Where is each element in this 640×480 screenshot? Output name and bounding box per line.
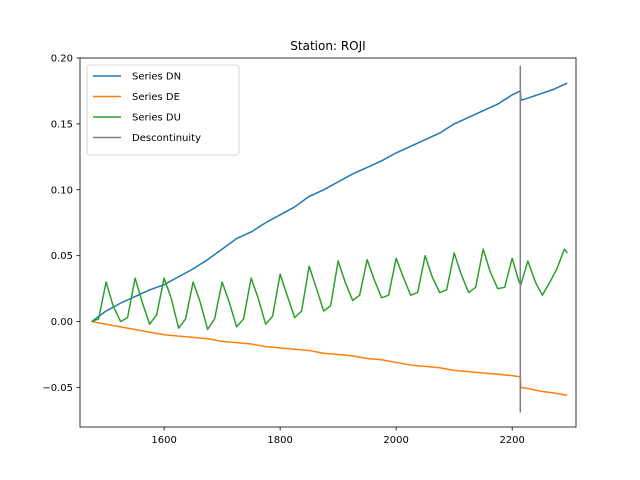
y-tick-label: 0.00	[51, 317, 73, 328]
y-tick-label: 0.15	[51, 119, 73, 130]
x-tick-label: 2000	[383, 435, 408, 446]
x-tick-label: 2200	[499, 435, 524, 446]
legend-label-series-de: Series DE	[132, 92, 180, 103]
series-line-series-dn	[91, 82, 568, 323]
legend-label-series-dn: Series DN	[132, 72, 181, 83]
axes: 1600 1800 2000 2200 −0.05 0.00 0.05 0.10 0.15 0.2…	[42, 54, 577, 446]
chart-title: Station: ROJI	[290, 39, 365, 53]
legend: Series DN Series DE Series DU Descontinuity	[86, 64, 240, 156]
y-tick-label: −0.05	[42, 383, 73, 394]
legend-box	[86, 64, 240, 156]
y-tick-label: 0.10	[51, 185, 73, 196]
series-line-series-du	[91, 248, 568, 331]
plot-area	[91, 65, 568, 413]
y-tick-label: 0.20	[51, 54, 73, 65]
series-line-series-de	[91, 320, 568, 397]
x-tick-label: 1600	[151, 435, 176, 446]
legend-label-series-du: Series DU	[132, 113, 181, 124]
legend-label-descontinuity: Descontinuity	[132, 133, 201, 144]
axes-frame	[79, 57, 577, 428]
x-tick-label: 1800	[267, 435, 292, 446]
y-tick-label: 0.05	[51, 251, 73, 262]
